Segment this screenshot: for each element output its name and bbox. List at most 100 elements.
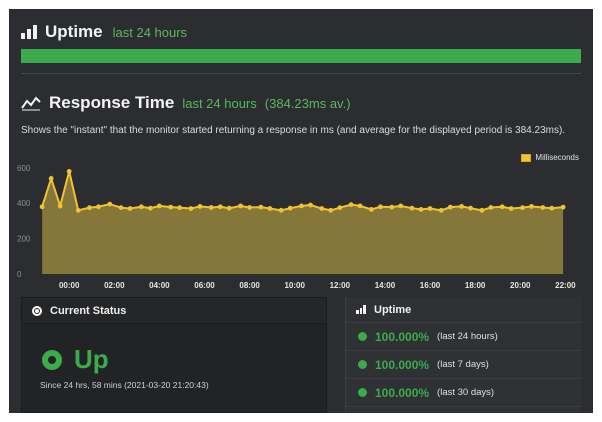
data-point xyxy=(147,205,153,211)
uptime-header: Uptime last 24 hours xyxy=(21,20,187,44)
data-point xyxy=(520,205,525,211)
data-point xyxy=(278,207,284,213)
data-point xyxy=(389,204,395,210)
data-point xyxy=(238,203,243,209)
status-indicator: Up xyxy=(42,344,109,375)
data-point xyxy=(48,176,54,181)
legend-label: Milliseconds xyxy=(535,153,579,162)
data-point xyxy=(57,203,63,209)
data-point xyxy=(287,205,293,211)
data-point xyxy=(168,204,174,210)
uptime-summary-panel: Uptime 100.000% (last 24 hours) 100.000%… xyxy=(345,297,581,413)
uptime-period-label: (last 7 days) xyxy=(437,359,489,370)
uptime-dot-icon xyxy=(358,388,367,397)
uptime-percent: 100.000% xyxy=(375,329,430,344)
status-dot-icon xyxy=(32,305,42,316)
divider xyxy=(21,73,581,74)
x-tick-label: 10:00 xyxy=(284,281,305,289)
bar-chart-icon xyxy=(21,25,37,39)
uptime-percent: 100.000% xyxy=(375,385,430,400)
data-point xyxy=(208,205,214,210)
uptime-row: 100.000% (last 30 days) xyxy=(346,379,581,407)
response-time-period: last 24 hours xyxy=(182,95,257,111)
data-point xyxy=(299,203,304,209)
data-point xyxy=(560,204,566,210)
uptime-percent: 100.000% xyxy=(375,357,430,372)
y-tick-label: 600 xyxy=(17,164,31,173)
monitor-dashboard: Uptime last 24 hours Response Time last … xyxy=(9,9,593,413)
data-point xyxy=(348,202,354,208)
y-tick-label: 400 xyxy=(17,199,31,208)
x-tick-label: 02:00 xyxy=(104,281,125,289)
x-tick-label: 16:00 xyxy=(420,281,441,289)
uptime-row: 100.000% (last 24 hours) xyxy=(346,323,581,351)
x-tick-label: 14:00 xyxy=(375,281,396,289)
data-point xyxy=(217,204,223,210)
data-point xyxy=(258,204,264,210)
response-time-chart[interactable]: 0 200 400 600 00:00 02:00 04:00 06:00 08:00 10:00… xyxy=(9,149,593,290)
uptime-period: last 24 hours xyxy=(112,24,188,40)
data-point xyxy=(357,203,363,209)
y-tick-label: 200 xyxy=(17,235,31,244)
data-point xyxy=(87,205,92,211)
uptime-dot-icon xyxy=(358,360,367,369)
uptime-summary-title: Uptime xyxy=(374,303,412,316)
uptime-period-label: (last 30 days) xyxy=(437,387,495,398)
x-tick-label: 06:00 xyxy=(194,281,215,289)
data-point xyxy=(188,206,194,211)
x-tick-label: 20:00 xyxy=(510,281,531,289)
current-status-panel: Current Status Up Since 24 hrs, 58 mins … xyxy=(21,297,327,413)
y-tick-label: 0 xyxy=(17,270,22,279)
status-since: Since 24 hrs, 58 mins (2021-03-20 21:20:… xyxy=(40,380,209,390)
chart-legend[interactable]: Milliseconds xyxy=(521,153,579,162)
uptime-bar[interactable] xyxy=(21,49,581,63)
data-point xyxy=(226,205,232,211)
data-point xyxy=(447,204,453,210)
data-point xyxy=(157,203,162,209)
data-point xyxy=(378,204,383,210)
data-point xyxy=(328,207,334,213)
uptime-row: 100.000% (last 7 days) xyxy=(346,351,581,379)
data-point xyxy=(127,206,133,211)
data-point xyxy=(508,206,514,211)
status-state: Up xyxy=(74,344,109,374)
response-time-title: Response Time xyxy=(49,93,175,112)
data-point xyxy=(39,204,45,210)
data-point xyxy=(459,204,465,209)
data-point xyxy=(319,206,325,211)
data-point xyxy=(369,207,374,212)
uptime-dot-icon xyxy=(358,332,367,341)
data-point xyxy=(177,205,183,211)
response-time-average: (384.23ms av.) xyxy=(264,95,351,111)
current-status-header: Current Status xyxy=(22,298,326,324)
data-point xyxy=(398,203,404,209)
data-point xyxy=(427,206,433,211)
data-point xyxy=(499,204,505,210)
legend-swatch xyxy=(521,153,532,162)
current-status-title: Current Status xyxy=(50,304,127,317)
data-point xyxy=(438,207,444,213)
response-time-header: Response Time last 24 hours (384.23ms av… xyxy=(21,93,351,113)
data-point xyxy=(197,204,203,209)
x-tick-label: 08:00 xyxy=(239,281,260,289)
uptime-title: Uptime xyxy=(45,22,103,41)
data-point xyxy=(418,207,424,212)
data-point xyxy=(96,204,101,210)
bar-chart-icon xyxy=(356,305,366,314)
data-point xyxy=(409,205,415,211)
chart-svg: 0 200 400 600 00:00 02:00 04:00 06:00 08:00 10:00… xyxy=(17,164,576,290)
data-point xyxy=(118,205,124,211)
uptime-period-label: (last 24 hours) xyxy=(437,331,498,342)
data-point xyxy=(247,205,253,210)
data-point xyxy=(529,204,534,209)
x-tick-label: 12:00 xyxy=(330,281,351,289)
x-tick-label: 00:00 xyxy=(59,281,80,289)
x-tick-label: 04:00 xyxy=(149,281,170,289)
up-status-icon xyxy=(42,349,62,370)
data-point xyxy=(75,207,81,213)
response-time-description: Shows the "instant" that the monitor sta… xyxy=(21,125,566,136)
uptime-summary-header: Uptime xyxy=(346,297,581,323)
data-point xyxy=(267,206,273,211)
data-point xyxy=(540,205,546,210)
data-point xyxy=(308,202,313,208)
